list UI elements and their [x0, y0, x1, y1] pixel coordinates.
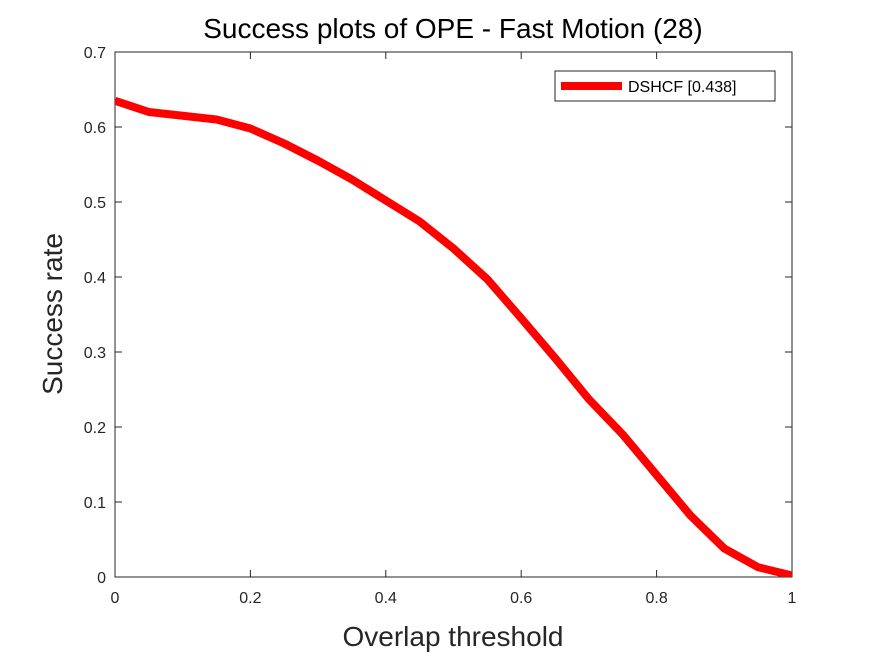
x-tick-label: 0 — [111, 590, 120, 607]
series-layer — [115, 96, 792, 577]
y-tick-label: 0.4 — [84, 270, 106, 287]
series-line-0 — [115, 96, 792, 577]
y-tick-label: 0.5 — [84, 195, 106, 212]
x-tick-label: 1 — [788, 590, 797, 607]
x-tick-label: 0.6 — [510, 590, 532, 607]
x-axis-ticks: 0 0.2 0.4 0.6 0.8 1 — [111, 52, 797, 607]
x-tick-label: 0.8 — [645, 590, 667, 607]
y-tick-label: 0.6 — [84, 120, 106, 137]
y-tick-label: 0.2 — [84, 420, 106, 437]
legend-entry-label: DSHCF [0.438] — [628, 79, 736, 96]
y-tick-label: 0 — [97, 570, 106, 587]
y-axis-ticks: 0 0.1 0.2 0.3 0.4 0.5 0.6 0.7 — [84, 45, 792, 587]
chart-title: Success plots of OPE - Fast Motion (28) — [203, 13, 703, 44]
axes-box — [114, 51, 793, 578]
y-tick-label: 0.7 — [84, 45, 106, 62]
legend: DSHCF [0.438] — [554, 70, 776, 102]
y-axis-label: Success rate — [37, 233, 68, 395]
x-tick-label: 0.2 — [239, 590, 261, 607]
plot-area: 0 0.2 0.4 0.6 0.8 1 0 0.1 0.2 0.3 0.4 0.5 0.6 0.7 — [84, 45, 797, 607]
y-tick-label: 0.1 — [84, 495, 106, 512]
x-tick-label: 0.4 — [375, 590, 397, 607]
y-tick-label: 0.3 — [84, 345, 106, 362]
x-axis-label: Overlap threshold — [342, 621, 563, 652]
